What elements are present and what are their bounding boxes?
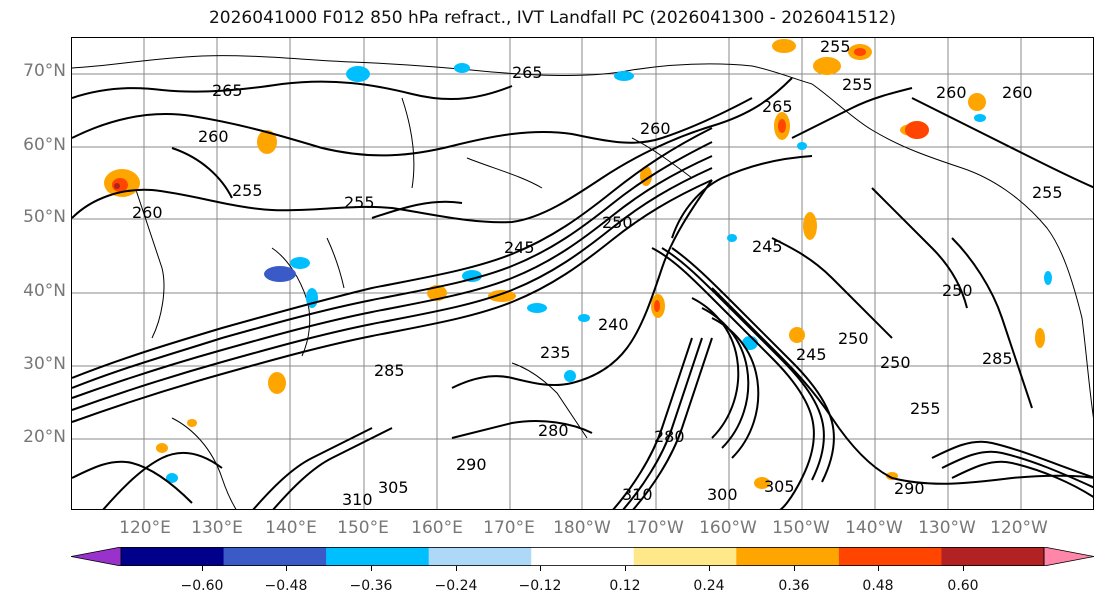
colorbar-tick-label: 0.24	[693, 578, 725, 594]
colorbar-tick	[709, 566, 710, 571]
colorbar-segment	[121, 547, 225, 566]
contour-label: 250	[942, 281, 973, 300]
colorbar-tick	[456, 566, 457, 571]
coastlines	[72, 55, 1093, 509]
contour-label: 305	[764, 477, 795, 496]
lon-label-140w: 140°W	[845, 518, 903, 538]
contour-label: 240	[598, 315, 629, 334]
lat-label-60n: 60°N	[23, 135, 66, 155]
colorbar-tick-label: −0.36	[349, 578, 393, 594]
colorbar-segment	[428, 547, 532, 566]
contour-label: 305	[378, 478, 409, 497]
colorbar-tick	[963, 566, 964, 571]
lon-label-170w: 170°W	[626, 518, 684, 538]
contour-label: 285	[982, 349, 1013, 368]
map-title: 2026041000 F012 850 hPa refract., IVT La…	[208, 8, 896, 28]
colorbar-extend-low	[71, 547, 122, 566]
contour-label: 255	[232, 181, 263, 200]
colorbar-outline	[120, 547, 1045, 566]
lat-label-50n: 50°N	[23, 207, 66, 227]
contour-label: 250	[602, 213, 633, 232]
colorbar-segment	[531, 547, 635, 566]
lon-label-140e: 140°E	[265, 518, 317, 538]
contour-label: 310	[622, 485, 653, 504]
map-panel: 265 265 260 255 255 260 260 265 250 245 …	[71, 37, 1094, 510]
colorbar-tick-label: −0.60	[180, 578, 224, 594]
contour-label: 250	[838, 329, 869, 348]
colorbar-segments	[71, 547, 1094, 566]
colorbar-segment	[838, 547, 942, 566]
colorbar-segment	[633, 547, 737, 566]
contour-label: 255	[344, 193, 375, 212]
contour-label: 265	[762, 97, 793, 116]
colorbar-extend-high	[1043, 547, 1094, 566]
lon-label-150w: 150°W	[772, 518, 830, 538]
contour-label: 260	[132, 203, 163, 222]
refractivity-contours	[72, 77, 1093, 509]
lon-label-180w: 180°W	[553, 518, 611, 538]
contour-label: 260	[640, 119, 671, 138]
contour-label: 255	[910, 399, 941, 418]
contour-label: 265	[512, 63, 543, 82]
contour-label: 260	[936, 83, 967, 102]
graticule	[72, 38, 1093, 509]
colorbar-tick	[371, 566, 372, 571]
contour-label: 245	[796, 345, 827, 364]
contour-label: 255	[1032, 183, 1063, 202]
colorbar-tick-label: −0.12	[518, 578, 562, 594]
contour-label: 250	[880, 353, 911, 372]
contour-label: 290	[456, 455, 487, 474]
contour-label: 255	[842, 75, 873, 94]
lon-label-130e: 130°E	[191, 518, 243, 538]
contour-label: 260	[198, 127, 229, 146]
lat-label-20n: 20°N	[23, 427, 66, 447]
lat-label-40n: 40°N	[23, 281, 66, 301]
contour-label: 300	[707, 485, 738, 504]
colorbar-tick-label: 0.48	[862, 578, 894, 594]
lat-label-70n: 70°N	[23, 61, 66, 81]
contour-label: 285	[374, 361, 405, 380]
contour-label-group: 265 265 260 255 255 260 260 265 250 245 …	[132, 38, 1063, 509]
lon-label-150e: 150°E	[337, 518, 389, 538]
lon-label-170e: 170°E	[483, 518, 535, 538]
lat-label-30n: 30°N	[23, 354, 66, 374]
contour-label: 280	[538, 421, 569, 440]
lon-label-120w: 120°W	[990, 518, 1048, 538]
contour-label: 260	[1002, 83, 1033, 102]
contour-label: 290	[894, 479, 925, 498]
colorbar-tick-label: −0.48	[264, 578, 308, 594]
colorbar-segment	[941, 547, 1045, 566]
contour-label: 235	[540, 343, 571, 362]
colorbar-segment	[736, 547, 840, 566]
contour-label: 280	[654, 427, 685, 446]
contour-label: 265	[212, 81, 243, 100]
colorbar	[71, 547, 1094, 566]
colorbar-tick	[540, 566, 541, 571]
lon-label-120e: 120°E	[119, 518, 171, 538]
colorbar-tick-label: 0.36	[778, 578, 810, 594]
colorbar-tick-label: 0.60	[947, 578, 979, 594]
colorbar-tick	[794, 566, 795, 571]
lon-label-130w: 130°W	[918, 518, 976, 538]
lon-label-160w: 160°W	[699, 518, 757, 538]
contour-label: 245	[752, 237, 783, 256]
colorbar-segment	[223, 547, 327, 566]
shaded-patches	[104, 39, 1052, 489]
map-canvas: 265 265 260 255 255 260 260 265 250 245 …	[72, 38, 1093, 509]
lon-label-160e: 160°E	[411, 518, 463, 538]
colorbar-segment	[326, 547, 430, 566]
colorbar-tick	[625, 566, 626, 571]
contour-label: 245	[504, 238, 535, 257]
contour-label: 255	[820, 38, 851, 56]
colorbar-tick	[286, 566, 287, 571]
colorbar-tick-label: 0.12	[609, 578, 641, 594]
colorbar-tick	[202, 566, 203, 571]
colorbar-tick	[878, 566, 879, 571]
colorbar-tick-label: −0.24	[434, 578, 478, 594]
contour-label: 310	[342, 490, 373, 509]
